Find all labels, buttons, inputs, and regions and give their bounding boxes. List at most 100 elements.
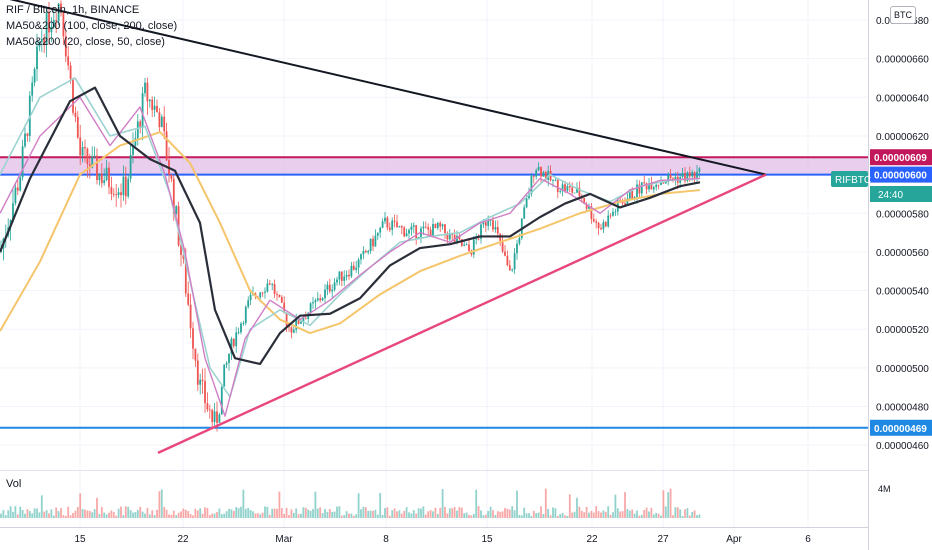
y-tick-label: 0.00000620	[876, 132, 929, 143]
candle	[84, 139, 86, 163]
volume-bar	[100, 506, 103, 518]
volume-bar	[208, 515, 211, 518]
candle	[326, 281, 329, 296]
candle	[388, 222, 391, 233]
candle	[427, 223, 430, 236]
volume-bar	[19, 506, 22, 518]
volume-bar	[172, 510, 175, 518]
candle	[223, 364, 226, 387]
volume-bar	[115, 515, 118, 518]
volume-bar	[664, 506, 667, 518]
volume-bar	[657, 513, 660, 518]
volume-bar	[540, 506, 542, 518]
support-trendline[interactable]	[157, 173, 767, 454]
volume-bar	[417, 508, 420, 518]
candle	[196, 353, 199, 391]
indicator-ma-long[interactable]: MA50&200 (100, close, 200, close)	[6, 20, 178, 32]
candle	[244, 305, 247, 326]
candle	[516, 239, 518, 260]
volume-bar	[4, 515, 7, 518]
volume-bar	[124, 506, 127, 518]
x-tick-label: Mar	[275, 534, 293, 545]
x-tick-label: 15	[481, 534, 493, 545]
resistance-trendline[interactable]	[0, 0, 767, 176]
volume-bar	[559, 514, 562, 518]
candle	[540, 166, 542, 183]
volume-bar	[693, 510, 696, 518]
volume-bar	[69, 515, 72, 518]
candle	[652, 185, 655, 193]
volume-bar	[304, 507, 307, 518]
candle	[626, 191, 629, 206]
volume-bar	[504, 507, 506, 518]
volume-bar	[194, 508, 197, 518]
volume-bar	[648, 511, 650, 518]
candle	[31, 76, 34, 102]
symbol-title[interactable]: RIF / Bitcoin, 1h, BINANCE	[6, 4, 140, 16]
volume-bar	[158, 491, 161, 518]
x-tick-label: 15	[74, 534, 86, 545]
volume-bar	[619, 511, 622, 518]
candle	[36, 33, 38, 82]
volume-bar	[585, 506, 588, 518]
volume-bar	[422, 506, 425, 518]
candle	[333, 278, 336, 292]
volume-bar	[300, 513, 302, 518]
currency-badge[interactable]: BTC	[890, 6, 916, 24]
volume-bar	[434, 507, 437, 518]
candle	[264, 287, 266, 299]
candle	[554, 178, 557, 182]
volume-bar	[67, 506, 70, 518]
candle	[67, 46, 70, 71]
volume-bar	[117, 508, 120, 518]
candle	[170, 174, 173, 183]
volume-bar	[84, 509, 86, 518]
candle	[45, 6, 48, 58]
y-tick-label: 0.00000520	[876, 325, 929, 336]
indicator-ma-short[interactable]: MA50&200 (20, close, 50, close)	[6, 36, 165, 48]
volume-bar	[148, 514, 151, 518]
candle	[544, 170, 547, 182]
candle	[96, 148, 98, 185]
x-tick-label: 27	[657, 534, 669, 545]
volume-bar	[583, 512, 586, 518]
volume-bar	[297, 514, 300, 518]
volume-bar	[280, 508, 283, 518]
candle	[201, 368, 204, 394]
volume-bar	[26, 509, 29, 518]
candle	[321, 297, 324, 302]
volume-bar	[333, 511, 336, 518]
candle	[290, 326, 293, 339]
volume-bar	[386, 507, 389, 518]
volume-bar	[600, 512, 602, 518]
candle	[393, 214, 396, 228]
candle	[112, 188, 115, 198]
candle	[532, 175, 535, 184]
candle	[60, 0, 62, 17]
volume-bar	[16, 514, 19, 518]
volume-bar	[566, 515, 569, 518]
volume-bar	[381, 514, 384, 518]
volume-bar	[592, 512, 595, 518]
candle	[374, 229, 377, 247]
candle	[607, 210, 610, 228]
candle	[420, 225, 422, 244]
candle	[316, 291, 319, 302]
volume-bar	[55, 507, 58, 518]
volume-bar	[105, 514, 108, 518]
volume-bar	[484, 514, 487, 518]
candle	[328, 278, 331, 294]
candle	[88, 153, 91, 179]
candle	[436, 221, 439, 230]
volume-label[interactable]: Vol	[6, 478, 22, 490]
volume-bar	[532, 510, 535, 518]
volume-bar	[160, 489, 163, 518]
candle	[81, 141, 84, 163]
volume-bar	[220, 514, 223, 518]
x-tick-label: 22	[586, 534, 598, 545]
y-tick-label: 0.00000480	[876, 403, 929, 414]
candle	[86, 147, 89, 178]
volume-bar	[638, 515, 641, 518]
candle	[237, 327, 240, 335]
